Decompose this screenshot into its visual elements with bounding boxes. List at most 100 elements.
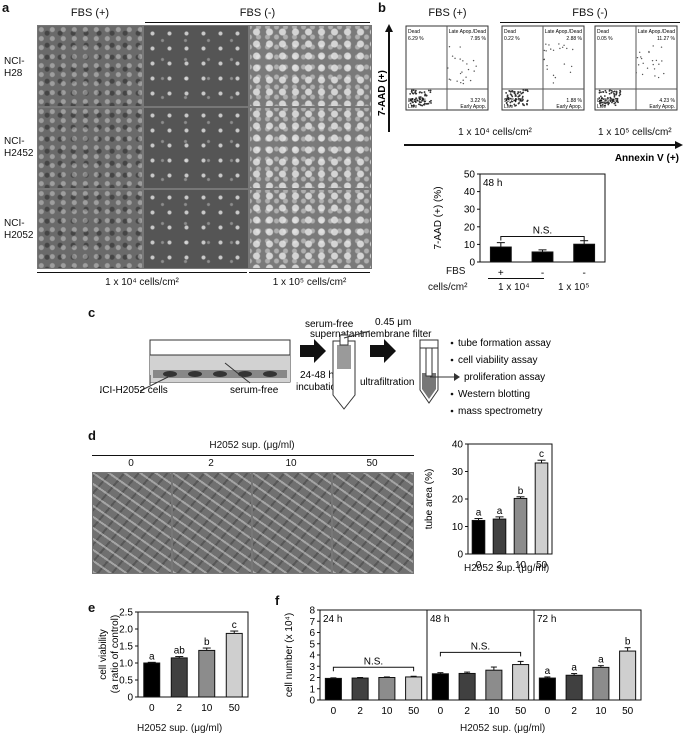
b-flow-plot-0-event (419, 98, 422, 101)
b-flow-plot-1-event (517, 91, 520, 93)
panel-f-label: f (275, 593, 280, 608)
b-flow-plot-1-dead-value: 0.22 % (504, 36, 520, 42)
c-serum-free-label: serum-free (230, 385, 279, 396)
b-fbs-label: FBS (446, 266, 466, 277)
a-micrograph-h2052-fbs-minus-low (143, 189, 249, 269)
d-bar-chart: 0 10 20 30 40 tube area (%) a 0 a 2 b 10 c 50 (424, 440, 553, 571)
b-flow-plot-1-event (543, 49, 546, 52)
b-flow-plot-1-event (510, 94, 513, 97)
e-chart-bar-2 (198, 649, 216, 698)
b-flow-plot-1-event (559, 47, 561, 50)
b-flow-plot-1-event (548, 44, 550, 46)
c-ultrafilter-cap (419, 339, 439, 349)
b-flow-plot-2-event (603, 95, 606, 97)
b-flow-plot-2-event (603, 102, 605, 104)
a-fbs-minus-header: FBS (-) (239, 7, 276, 19)
f-chart-xtick-label-2-3: 50 (622, 706, 634, 717)
b-flow-plot-2-event (654, 75, 656, 77)
b-flow-plot-2-event (600, 91, 602, 94)
f-chart-bar-1-0 (431, 673, 449, 701)
d-chart-ylabel: tube area (%) (424, 469, 435, 530)
b-flow-plot-0-event (422, 103, 425, 106)
b-flow-plot-2-event (610, 89, 613, 92)
e-chart-ytick-label-2: 1.0 (119, 659, 133, 670)
b-flow-plot-0-event (416, 99, 419, 102)
b-flow-plot-2-live-name: Live (597, 104, 606, 110)
b-flow-plot-2-event (618, 91, 621, 94)
b-flow-plot-0-live-value: 83.51 % (408, 98, 427, 104)
b-flow-plot-2-event (614, 104, 617, 107)
b-flow-plot-1-event (563, 63, 566, 65)
b-flow-plot-0-event (411, 97, 414, 100)
b-flow-plot-2-event (658, 63, 660, 65)
b-flow-plot-2-event (646, 67, 649, 69)
b-flow-plot-0-event (448, 46, 451, 48)
b-flow-plot-2-event (601, 97, 604, 100)
b-flow-plot-0-early-value: 3.22 % (470, 98, 486, 104)
b-flow-plot-2-event (609, 99, 612, 102)
e-chart-bar-3 (225, 632, 243, 698)
f-chart-xtick-label-0-0: 0 (331, 706, 337, 717)
b-flow-plot-1-event (506, 94, 509, 97)
b-flow-plot-0-event (411, 89, 413, 92)
d-header: H2052 sup. (μg/ml) (209, 440, 295, 451)
b-flow-plot-0-event (419, 101, 422, 104)
b-flow-plot-1-event (522, 89, 525, 91)
d-tube-image-0 (92, 472, 172, 574)
d-tube-image-50 (332, 472, 414, 574)
b-flow-plot-2-event (601, 101, 604, 104)
b-flow-plot-2-event (611, 99, 614, 101)
b-flow-plot-2-event (642, 62, 644, 65)
b-chart-ns-label: N.S. (533, 225, 552, 236)
f-chart-xtick-label-0-1: 2 (357, 706, 363, 717)
b-flow-plot-2-event (608, 92, 611, 95)
b-flow-plot-0-event (412, 89, 415, 92)
b-low-density-label: 1 x 10⁴ cells/cm² (458, 127, 532, 138)
e-chart-ytick-label-5: 2.5 (119, 608, 133, 619)
c-membrane-filter (339, 334, 349, 346)
b-flow-plot-2-event (657, 76, 660, 79)
b-flow-plot-0-event (466, 63, 468, 65)
b-flow-plot-0-event (420, 91, 423, 94)
d-chart-xtick-label-3: 50 (536, 560, 548, 571)
c-cell-3 (213, 371, 227, 377)
b-flow-plot-2-event (638, 51, 641, 53)
b-flow-plot-1-event (561, 46, 564, 48)
b-flow-plot-1-early-value: 1.88 % (566, 98, 582, 104)
f-chart-time-2: 72 h (537, 614, 556, 625)
b-flow-plot-1-dead-name: Dead (504, 29, 516, 35)
b-flow-plot-0-event (413, 98, 416, 101)
f-chart-sig-letter-2-0: a (545, 666, 551, 677)
b-flow-plot-2-event (601, 103, 604, 106)
b-flow-plot-2-live-value: 84.89 % (597, 98, 616, 104)
b-flow-plot-0-event (423, 91, 426, 93)
f-chart-xtick-label-1-2: 10 (488, 706, 500, 717)
b-flow-plot-1-event (517, 102, 520, 105)
d-conc-50: 50 (366, 458, 378, 469)
c-bullet-4 (450, 392, 454, 396)
b-flow-plot-1-late-name: Late Apop./Dead (545, 29, 582, 35)
b-flow-plot-1-event (519, 91, 522, 93)
e-chart-ytick-label-0: 0 (127, 693, 133, 704)
b-flow-plot-1-event (514, 99, 517, 102)
a-micrograph-h2452-fbs-minus-high (249, 107, 372, 189)
d-chart-sig-letter-2: b (518, 486, 524, 497)
b-flow-plot-2-event (653, 68, 656, 70)
b-flow-plot-2-event (640, 56, 642, 58)
a-row-label-h28: NCI- H28 (4, 56, 25, 80)
b-flow-plot-2-event (611, 101, 613, 104)
b-flow-plot-1-event (526, 89, 529, 92)
b-flow-plot-1-event (513, 90, 516, 93)
b-flow-plot-1-event (509, 90, 511, 93)
a-micrograph-h2452-fbs-minus-low (143, 107, 249, 189)
a-row-label-h2052: NCI- H2052 (4, 218, 33, 242)
b-flow-plot-1-event (514, 95, 517, 97)
b-flow-plot-1-event (511, 95, 514, 98)
c-assay-list: tube formation assay cell viability assa… (458, 338, 551, 417)
b-flow-plot-1-event (546, 64, 548, 67)
b-flow-plot-2-late-value: 11.27 % (657, 36, 676, 42)
panel-e-label: e (88, 600, 96, 615)
d-xlabel: H2052 sup. (μg/ml) (464, 563, 550, 574)
f-chart-ytick-label-8: 8 (309, 606, 315, 617)
b-flow-plot-2-event (652, 63, 654, 66)
